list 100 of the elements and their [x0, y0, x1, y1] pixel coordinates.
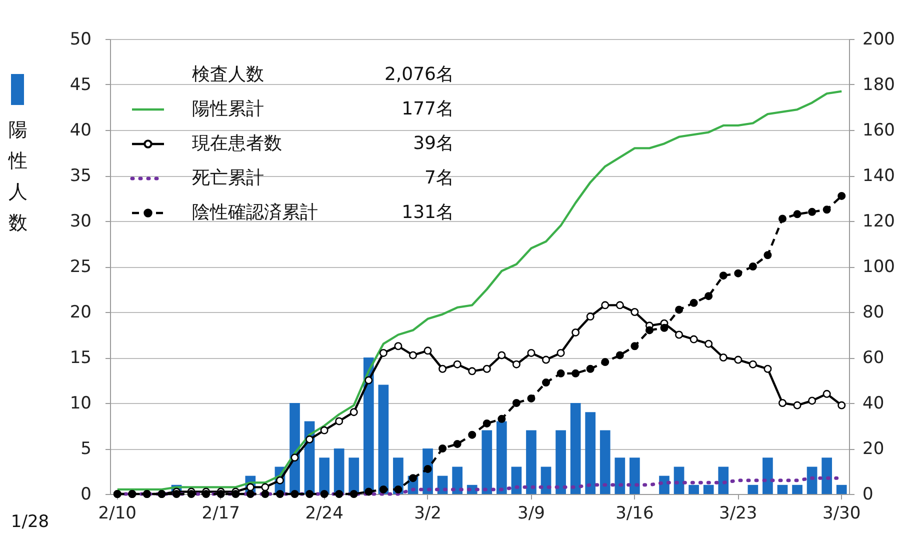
point	[586, 312, 594, 321]
point	[764, 364, 772, 373]
y2-tick-label: 80	[862, 302, 884, 322]
bar	[511, 466, 522, 494]
point	[468, 430, 476, 439]
y-tick-label: 35	[70, 166, 92, 186]
x-tick-label: 3/30	[822, 504, 861, 524]
y-tick-label: 10	[70, 394, 92, 414]
point	[630, 342, 639, 350]
legend-label: 陰性確認済累計	[192, 202, 318, 223]
bar	[688, 484, 699, 494]
point	[556, 348, 565, 357]
point	[601, 301, 610, 310]
point	[335, 417, 344, 426]
y2-tick-label: 100	[862, 257, 895, 277]
bar	[334, 448, 344, 494]
point	[719, 272, 728, 280]
bar	[777, 484, 788, 494]
x-tick-label: 3/9	[518, 504, 545, 524]
point	[645, 326, 654, 334]
point	[808, 396, 816, 405]
x-tick-label: 3/2	[414, 504, 442, 524]
point	[335, 490, 344, 498]
bar	[762, 458, 773, 494]
point	[261, 490, 270, 498]
bar	[703, 484, 714, 494]
y2-tick-label: 40	[862, 394, 884, 414]
point	[379, 485, 388, 494]
bar	[378, 384, 389, 494]
y2-tick-label: 180	[862, 75, 895, 95]
point	[808, 208, 816, 216]
point	[793, 210, 802, 218]
point	[838, 401, 846, 410]
point	[601, 358, 610, 366]
y2-tick-label: 60	[862, 348, 884, 368]
bar	[806, 466, 818, 494]
bar	[319, 458, 330, 494]
point	[379, 348, 388, 357]
point	[675, 306, 684, 314]
bar	[526, 430, 536, 494]
point	[438, 364, 447, 373]
point	[350, 490, 358, 498]
point	[453, 360, 462, 368]
point	[276, 490, 284, 498]
y2-tick-label: 20	[862, 439, 884, 459]
y2-tick-label: 200	[862, 30, 895, 50]
legend-label: 死亡累計	[192, 168, 264, 188]
point	[320, 426, 328, 434]
point	[408, 474, 417, 482]
point	[364, 488, 373, 496]
annotation: 131名	[402, 202, 454, 223]
bar	[585, 412, 596, 494]
bar	[496, 421, 507, 494]
point	[306, 490, 314, 498]
annotation: 39名	[413, 133, 454, 154]
bar	[556, 430, 566, 494]
x-tick-label: 2/10	[98, 504, 136, 524]
point	[187, 490, 196, 498]
point	[512, 360, 520, 368]
text: 1/28	[10, 512, 50, 532]
annotation: 7名	[424, 168, 454, 188]
bar	[348, 458, 360, 494]
point	[616, 351, 624, 360]
point	[468, 367, 476, 376]
point	[527, 394, 536, 402]
point	[778, 214, 786, 223]
point	[290, 454, 299, 462]
point	[675, 330, 684, 339]
point	[438, 444, 447, 452]
point	[350, 408, 358, 416]
bar	[570, 403, 581, 494]
point	[498, 351, 506, 360]
x-tick-label: 3/23	[719, 504, 758, 524]
point	[232, 490, 240, 498]
point	[320, 490, 328, 498]
point	[660, 324, 668, 332]
point	[822, 390, 831, 398]
y2-tick-label: 120	[862, 212, 895, 232]
point	[512, 399, 520, 407]
y-tick-label: 50	[70, 30, 92, 50]
point	[498, 414, 506, 423]
bar	[630, 458, 640, 494]
point	[216, 490, 225, 498]
point	[630, 308, 639, 316]
point	[690, 335, 698, 344]
point	[572, 369, 580, 378]
point	[719, 354, 728, 362]
point	[748, 360, 757, 368]
bar	[674, 466, 684, 494]
point	[424, 346, 432, 355]
annotation: 2,076名	[384, 64, 454, 85]
point	[838, 192, 846, 200]
point	[261, 483, 270, 492]
point	[616, 301, 624, 310]
y-tick-label: 45	[70, 75, 92, 95]
legend-label: 現在患者数	[192, 133, 282, 154]
point	[793, 401, 802, 410]
y-tick-label: 25	[70, 257, 92, 277]
y2-tick-label: 0	[862, 484, 874, 504]
y-axis-title: 陽性人数	[8, 119, 28, 234]
